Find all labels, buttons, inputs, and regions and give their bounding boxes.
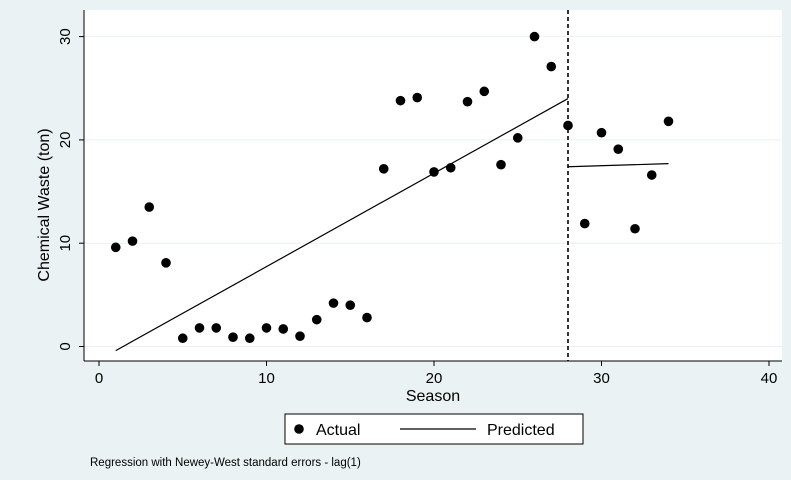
data-point [110, 242, 121, 253]
y-ticks: 0 10 20 30 [57, 28, 84, 351]
data-point [328, 298, 339, 308]
data-point [278, 324, 289, 334]
predicted-segment [115, 98, 569, 352]
legend-label-predicted: Predicted [487, 422, 555, 439]
data-point [378, 164, 389, 174]
data-point [496, 159, 506, 170]
legend-marker-actual [294, 424, 304, 434]
x-axis-title: Season [406, 388, 460, 405]
x-ticks: 0 10 20 30 40 [95, 361, 778, 387]
chart-note: Regression with Newey-West standard erro… [90, 457, 361, 469]
x-tick-label: 20 [426, 370, 443, 387]
data-point [529, 31, 540, 42]
data-point [596, 127, 607, 138]
data-point [546, 61, 557, 72]
data-point [479, 86, 490, 97]
data-point [161, 258, 171, 268]
data-point [144, 202, 155, 212]
data-point [646, 170, 657, 180]
data-point [244, 333, 255, 344]
data-point [127, 236, 138, 246]
predicted-segment [567, 163, 669, 168]
data-point [261, 323, 272, 333]
grid [84, 36, 782, 347]
data-point [445, 162, 456, 173]
data-point [512, 133, 523, 143]
data-point [579, 218, 590, 229]
data-point [177, 333, 188, 344]
data-point [395, 95, 406, 106]
data-point [412, 92, 423, 103]
data-point [362, 312, 372, 323]
y-tick-label: 20 [57, 132, 74, 149]
data-point [295, 331, 305, 341]
x-tick-label: 0 [95, 370, 103, 387]
data-point [613, 144, 624, 154]
predicted-lines [115, 98, 669, 352]
legend: Actual Predicted [284, 413, 584, 445]
legend-label-actual: Actual [316, 422, 360, 439]
x-tick-label: 40 [761, 370, 778, 387]
y-axis-title: Chemical Waste (ton) [36, 128, 53, 281]
data-point [311, 314, 322, 325]
data-point [429, 167, 439, 177]
x-tick-label: 30 [593, 370, 610, 387]
y-tick-label: 10 [57, 235, 74, 252]
x-tick-label: 10 [258, 370, 275, 387]
data-point [663, 116, 674, 127]
data-point [228, 332, 238, 343]
plot-area [84, 10, 782, 361]
data-point [345, 300, 356, 310]
y-tick-label: 0 [57, 342, 74, 350]
data-point [630, 223, 640, 234]
actual-points [110, 31, 674, 344]
data-point [211, 323, 222, 333]
data-point [462, 96, 473, 107]
data-point [194, 323, 205, 333]
y-tick-label: 30 [57, 28, 74, 45]
